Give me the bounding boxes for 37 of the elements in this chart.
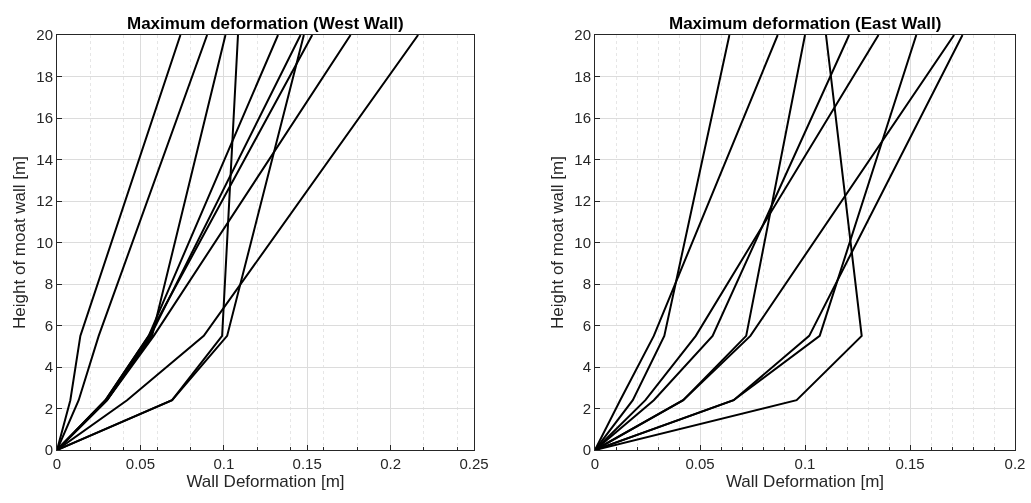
chart-title: Maximum deformation (West Wall) [127,14,404,33]
x-tick-label: 0.15 [292,455,322,472]
y-tick-label: 16 [574,109,591,127]
y-tick-label: 14 [36,150,53,168]
y-tick-label: 6 [582,316,591,334]
x-axis-title: Wall Deformation [m] [186,472,345,492]
y-tick-label: 20 [574,26,591,44]
y-tick-label: 4 [582,358,591,376]
y-tick-label: 18 [574,67,591,85]
x-tick-label: 0.1 [794,455,816,472]
x-axis-title: Wall Deformation [m] [725,472,885,492]
y-tick-label: 18 [36,67,53,85]
y-tick-label: 10 [36,233,53,251]
y-tick-label: 0 [44,441,53,459]
x-tick-label: 0.05 [685,455,715,472]
x-tick-label: 0.05 [125,455,155,472]
y-tick-label: 8 [582,275,591,293]
x-tick-label: 0.1 [213,455,235,472]
x-tick-label: 0.25 [459,455,489,472]
y-tick-label: 8 [44,275,53,293]
y-tick-label: 4 [44,358,53,376]
y-axis-title: Height of moat wall [m] [547,156,567,329]
y-tick-label: 12 [36,192,53,210]
y-tick-label: 10 [574,233,591,251]
y-tick-label: 6 [44,316,53,334]
chart-title: Maximum deformation (East Wall) [669,14,942,33]
y-tick-label: 20 [36,26,53,44]
y-tick-label: 16 [36,109,53,127]
y-tick-label: 0 [582,441,591,459]
x-tick-label: 0.2 [1004,455,1026,472]
y-tick-label: 12 [574,192,591,210]
x-tick-label: 0.15 [895,455,925,472]
y-tick-label: 14 [574,150,591,168]
y-tick-label: 2 [44,399,53,417]
y-tick-label: 2 [582,399,591,417]
y-axis-title: Height of moat wall [m] [9,156,29,329]
x-tick-label: 0.2 [380,455,402,472]
